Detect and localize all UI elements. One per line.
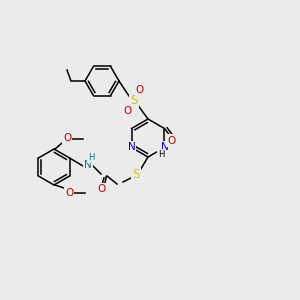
Text: N: N xyxy=(160,142,168,152)
Text: O: O xyxy=(63,133,71,143)
Text: O: O xyxy=(123,106,131,116)
Text: S: S xyxy=(132,169,140,182)
Text: N: N xyxy=(84,160,92,170)
Text: H: H xyxy=(158,150,165,159)
Text: O: O xyxy=(136,85,144,95)
Text: S: S xyxy=(130,94,138,107)
Text: H: H xyxy=(88,154,94,163)
Text: O: O xyxy=(167,136,175,146)
Text: N: N xyxy=(128,142,135,152)
Text: O: O xyxy=(97,184,105,194)
Text: O: O xyxy=(65,188,73,198)
